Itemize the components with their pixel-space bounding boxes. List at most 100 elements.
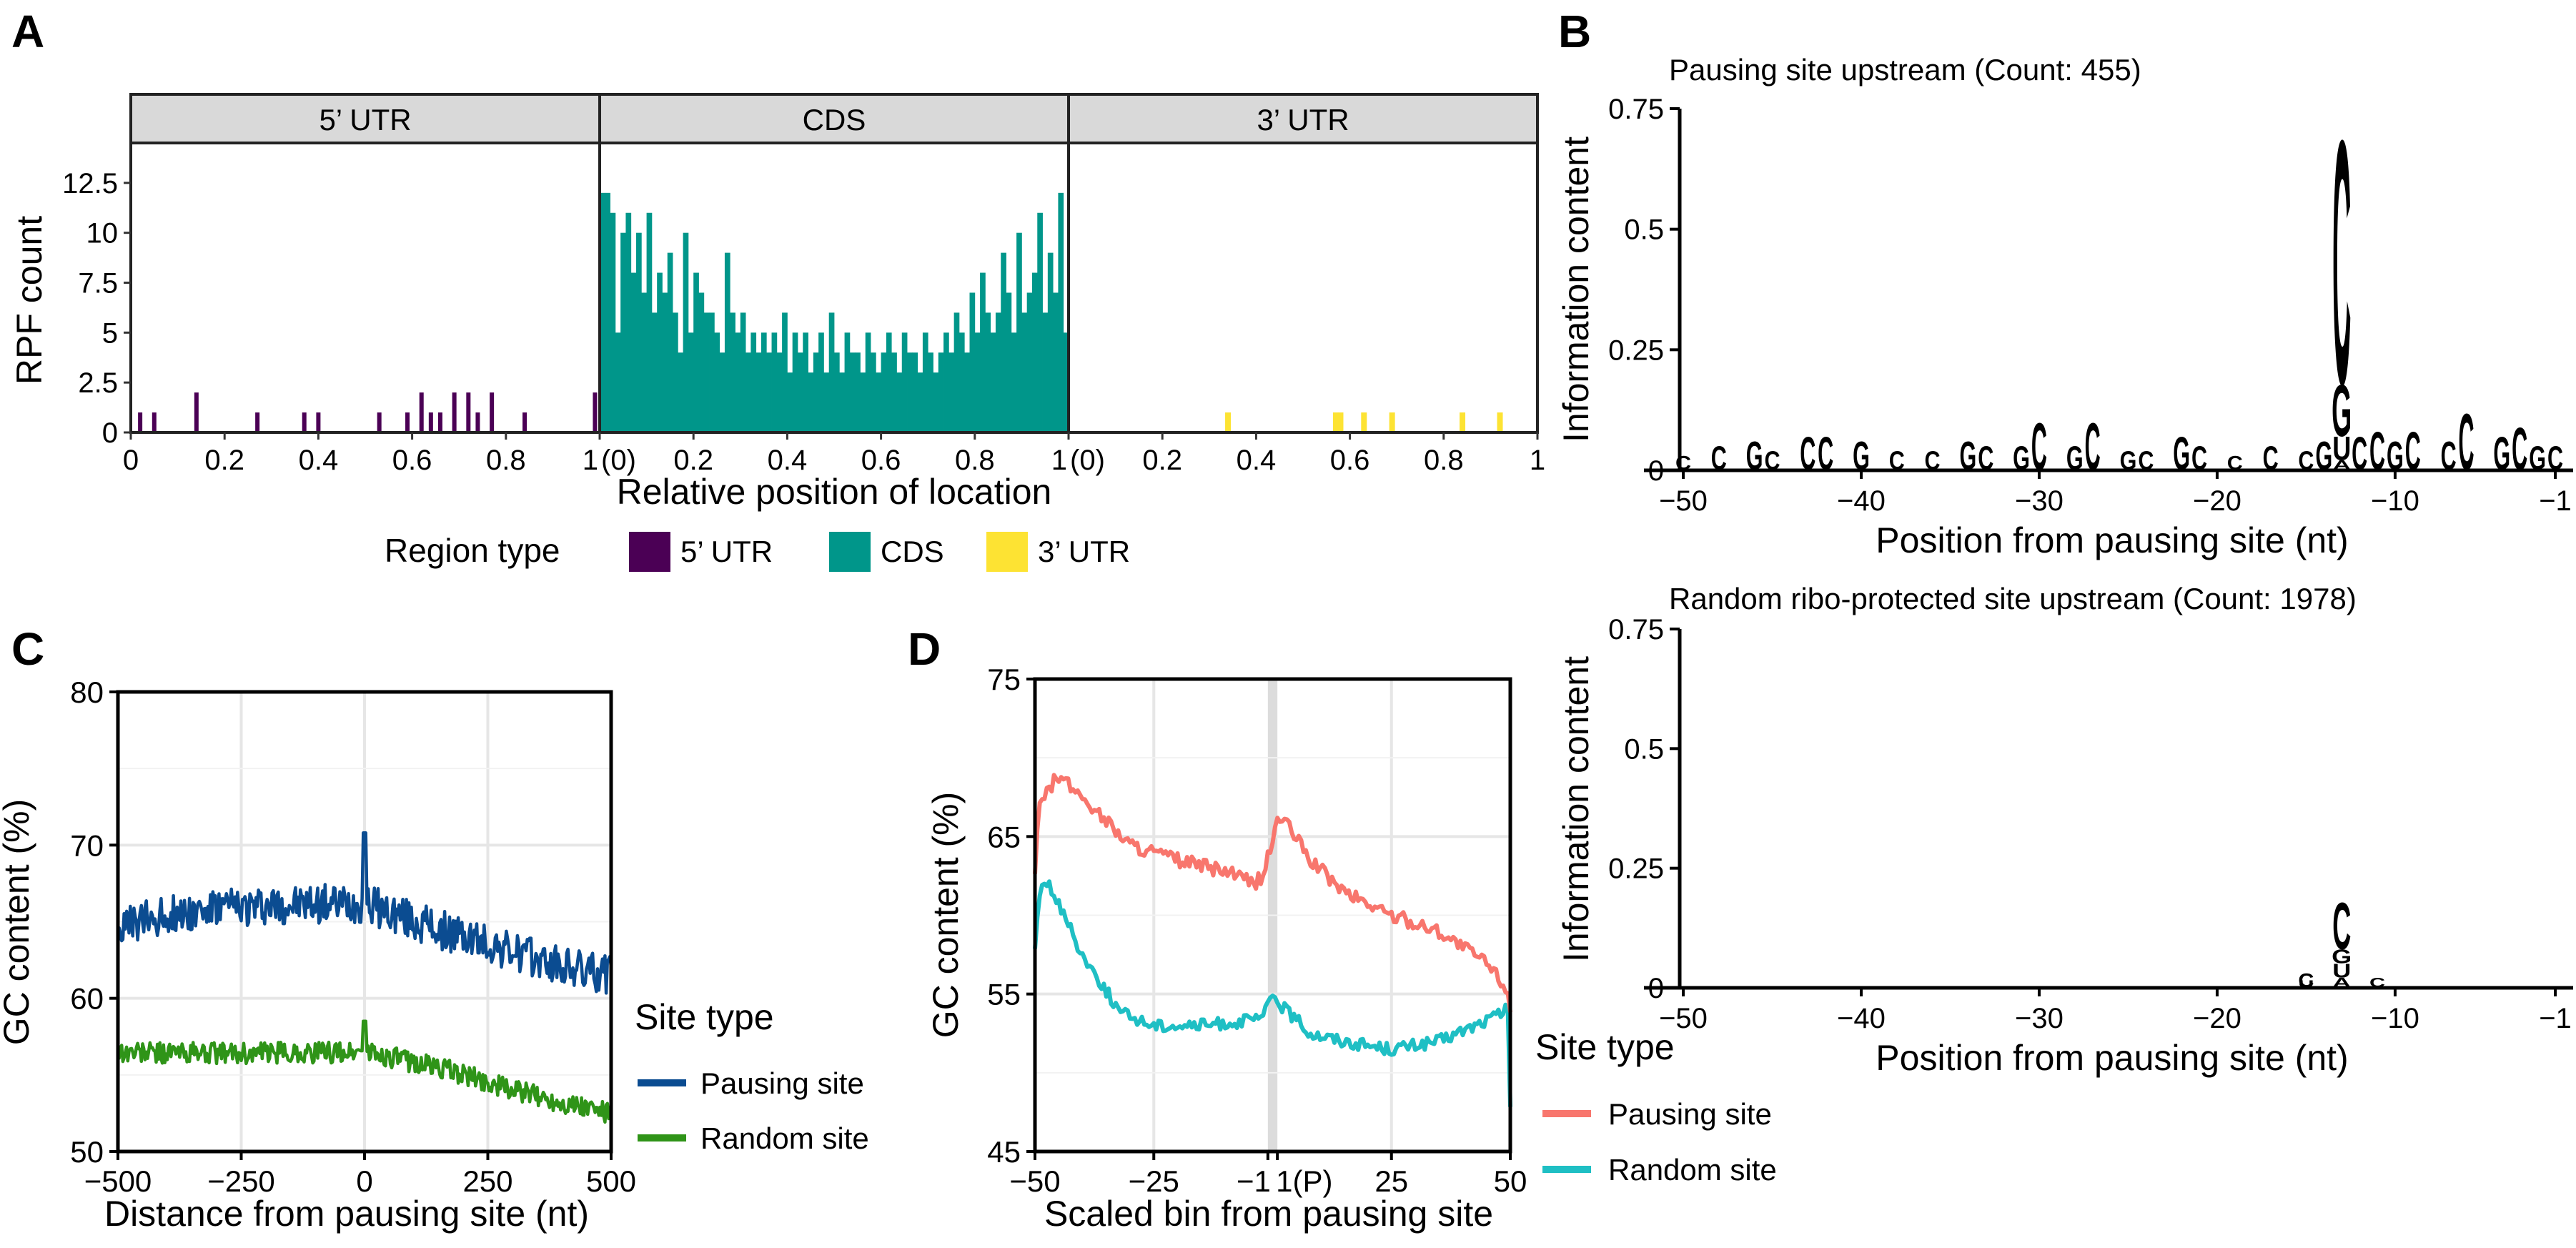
line-pausing-site-d — [1033, 773, 1512, 1013]
x-tick-label: 0.2 — [673, 445, 713, 476]
bar-utr5 — [194, 392, 199, 432]
bar-utr3 — [1497, 412, 1503, 432]
bar-cds — [605, 192, 610, 432]
bar-cds — [703, 312, 710, 432]
x-tick-label: −25 — [1129, 1164, 1179, 1198]
x-tick-label: −40 — [1837, 485, 1886, 517]
y-axis-label-c: GC content (%) — [0, 799, 36, 1046]
y-tick-label: 80 — [70, 675, 104, 709]
bar-cds — [1063, 332, 1069, 432]
facet-frames — [129, 142, 1539, 434]
bar-utr5 — [152, 412, 157, 432]
bar-cds — [724, 252, 730, 432]
bar-cds — [828, 312, 835, 432]
y-tick-label: 2.5 — [78, 367, 118, 399]
panel-letter-d: D — [908, 623, 941, 675]
logo-letter: U — [2332, 960, 2351, 982]
bar-cds — [985, 312, 991, 432]
bar-cds — [886, 332, 892, 432]
plot-frame-d — [1033, 677, 1512, 1154]
legend-swatch-utr5 — [629, 532, 670, 572]
logo-letter: C — [2369, 422, 2385, 482]
bar-cds — [1031, 272, 1038, 432]
facet-frame-utr3 — [1067, 142, 1539, 434]
legend-label-cds: CDS — [881, 535, 944, 568]
bar-cds — [714, 332, 720, 432]
x-tick-label: −250 — [207, 1164, 275, 1198]
x-axis-label-d: Scaled bin from pausing site — [1044, 1194, 1493, 1234]
x-tick-label: 0 — [356, 1164, 372, 1198]
bar-utr5 — [466, 392, 471, 432]
bar-cds — [871, 352, 876, 432]
bar-cds — [797, 352, 803, 432]
bar-utr5 — [419, 392, 424, 432]
x-tick-label: 0.8 — [955, 445, 995, 476]
bar-cds — [844, 332, 851, 432]
bar-cds — [636, 232, 642, 432]
x-tick-label: 0.4 — [1237, 445, 1277, 476]
x-tick-label: −40 — [1837, 1003, 1886, 1034]
logo-letter: C — [2512, 417, 2527, 483]
y-tick-label: 0 — [1648, 455, 1664, 487]
bar-utr3 — [1332, 412, 1339, 432]
panel-b-bottom: Random ribo-protected site upstream (Cou… — [1556, 582, 2573, 1078]
bar-cds — [928, 352, 933, 432]
x-tick-label: 25 — [1374, 1164, 1408, 1198]
x-tick-label: 1 — [583, 445, 598, 476]
bar-cds — [745, 352, 751, 432]
y-tick-label: 5 — [102, 317, 118, 349]
logo-letter: C — [2458, 397, 2474, 487]
y-axis-label-b1: Information content — [1556, 137, 1596, 442]
logo-letter: C — [2332, 69, 2351, 457]
bar-cds — [756, 352, 762, 432]
y-tick-label: 55 — [987, 978, 1021, 1011]
legend-swatch-cds — [829, 532, 871, 572]
bar-cds — [834, 352, 840, 432]
bar-cds — [912, 352, 918, 432]
logo-title-bottom: Random ribo-protected site upstream (Cou… — [1669, 582, 2357, 615]
bar-cds — [933, 372, 939, 432]
x-axis-c: −500 −250 0 250 500 — [84, 1152, 636, 1198]
bar-cds — [651, 312, 658, 432]
y-tick-label: 0 — [102, 417, 118, 449]
bar-cds — [662, 292, 668, 432]
x-tick-label: −1 — [2539, 485, 2572, 517]
bar-utr3 — [1389, 412, 1395, 432]
logo-letter: G — [1746, 433, 1763, 478]
logo-letter: G — [2120, 446, 2137, 476]
legend-label-utr3: 3’ UTR — [1038, 535, 1130, 568]
x-tick-label: −10 — [2371, 1003, 2419, 1034]
bar-cds — [630, 272, 637, 432]
y-tick-label: 7.5 — [78, 268, 118, 299]
x-tick-label: 0 — [123, 445, 139, 476]
legend-title-c: Site type — [635, 997, 774, 1037]
x-axis: 0 0.2 0.4 0.6 0.8 1 (0) 0.2 0.4 0.6 0.8 1 (0) 0.2 0.4 0… — [123, 432, 1545, 476]
legend-label-utr5: 5’ UTR — [680, 535, 773, 568]
legend-a: Region type 5’ UTR CDS 3’ UTR — [385, 532, 1130, 572]
x-tick-label: 0.2 — [1142, 445, 1182, 476]
x-tick-label: 500 — [586, 1164, 636, 1198]
y-tick-label: 50 — [70, 1135, 104, 1169]
bar-cds — [958, 332, 965, 432]
panel-letter-b: B — [1558, 6, 1591, 57]
bar-cds — [901, 332, 908, 432]
legend-label-pausing-c: Pausing site — [700, 1066, 864, 1100]
legend-label-pausing-d: Pausing site — [1608, 1097, 1772, 1131]
logo-letter: C — [2441, 433, 2457, 478]
bar-cds — [881, 352, 887, 432]
legend-label-random-c: Random site — [700, 1121, 869, 1155]
bar-cds — [953, 312, 960, 432]
bar-utr5 — [405, 412, 410, 432]
panel-d: 45 55 65 75 −50 −25 −1 1(P) 25 50 GC content (%)… — [926, 663, 1777, 1234]
bar-cds — [1006, 292, 1012, 432]
bar-utr5 — [490, 392, 495, 432]
bar-utr3 — [1337, 412, 1344, 432]
x-tick-label: −10 — [2371, 485, 2419, 517]
x-tick-label: −30 — [2015, 1003, 2064, 1034]
bar-cds — [750, 332, 757, 432]
grid-d — [1035, 678, 1510, 1153]
bar-cds — [678, 352, 684, 432]
x-tick-label: −50 — [1659, 485, 1708, 517]
